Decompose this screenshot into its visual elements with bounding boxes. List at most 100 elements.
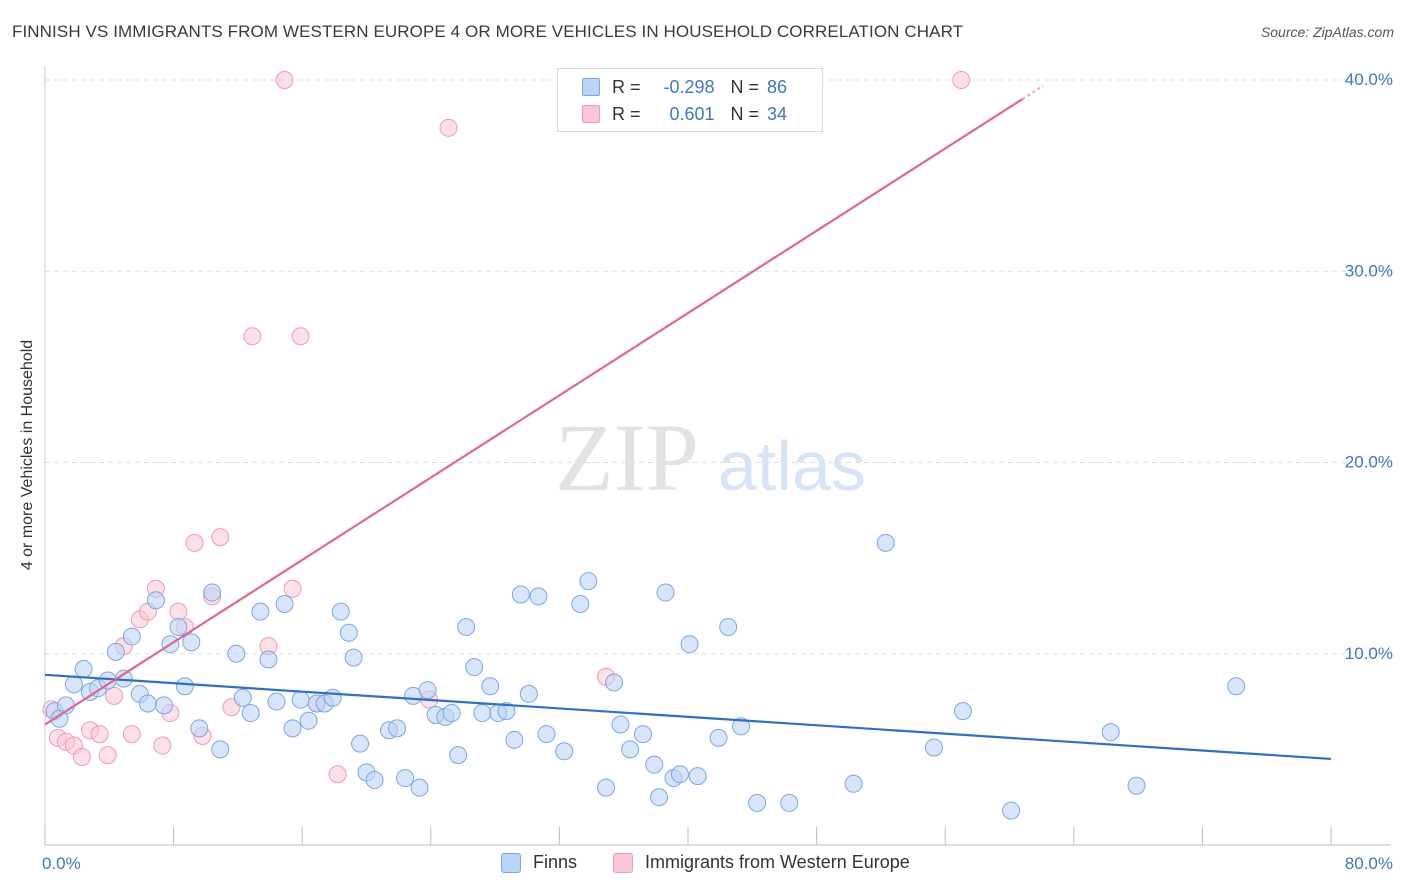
finns-point-57 — [511, 585, 530, 604]
finns-point-60 — [537, 725, 556, 744]
finns-r-value: -0.298 — [663, 76, 715, 97]
finns-n-value: 86 — [767, 76, 788, 97]
finns-point-79 — [748, 793, 767, 812]
finns-point-29 — [291, 690, 310, 709]
finns-point-71 — [656, 583, 675, 602]
finns-point-89 — [50, 709, 69, 728]
watermark: ZIP atlas — [555, 404, 866, 511]
finns-point-27 — [275, 595, 294, 614]
finns-point-13 — [154, 696, 173, 715]
finns-point-66 — [611, 715, 630, 734]
legend-row-finns: R = -0.298 N = 86 — [582, 75, 787, 99]
immigrants-point-4 — [72, 748, 91, 767]
finns-point-63 — [579, 572, 598, 591]
finns-point-52 — [473, 704, 492, 723]
immigrants-point-21 — [211, 528, 230, 547]
immigrants-point-18 — [185, 533, 204, 552]
immigrants-swatch — [582, 105, 600, 123]
series-immigrants-points — [42, 71, 971, 784]
finns-point-24 — [251, 602, 270, 621]
finns-point-61 — [555, 742, 574, 761]
finns-point-87 — [1127, 776, 1146, 795]
finns-point-11 — [138, 694, 157, 713]
trend-lines — [44, 84, 1332, 761]
immigrants-point-10 — [122, 725, 141, 744]
legend-item-immigrants[interactable]: Immigrants from Western Europe — [613, 852, 910, 873]
series-finns-points — [45, 533, 1246, 820]
finns-point-35 — [339, 623, 358, 642]
immigrants-n-value: 34 — [767, 103, 788, 124]
finns-point-65 — [605, 673, 624, 692]
finns-point-3 — [74, 660, 93, 679]
finns-point-53 — [481, 677, 500, 696]
immigrants-point-16 — [169, 602, 188, 621]
finns-point-80 — [780, 793, 799, 812]
finns-point-21 — [227, 644, 246, 663]
finns-point-16 — [175, 677, 194, 696]
finns-point-67 — [621, 740, 640, 759]
finns-point-34 — [331, 602, 350, 621]
finns-point-86 — [1101, 723, 1120, 742]
finns-point-76 — [709, 728, 728, 747]
finns-point-37 — [351, 734, 370, 753]
immigrants-n-label: N = — [730, 103, 760, 124]
immigrants-trend-extension — [1021, 84, 1044, 100]
immigrants-point-23 — [243, 327, 262, 346]
finns-r-label: R = — [612, 76, 641, 97]
finns-point-26 — [267, 692, 286, 711]
finns-point-45 — [418, 681, 437, 700]
immigrants-point-7 — [98, 746, 117, 765]
immigrants-r-label: R = — [612, 103, 641, 124]
finns-point-33 — [323, 688, 342, 707]
immigrants-point-27 — [291, 327, 310, 346]
x-tick-label-max: 80.0% — [1345, 854, 1393, 873]
immigrants-point-25 — [275, 71, 294, 89]
finns-point-23 — [241, 704, 260, 723]
finns-point-74 — [680, 635, 699, 654]
y-tick-labels: 10.0% 20.0% 30.0% 40.0% — [1345, 70, 1393, 663]
finns-point-85 — [1002, 801, 1021, 820]
gridlines — [45, 79, 1391, 655]
finns-point-28 — [283, 719, 302, 738]
finns-point-7 — [106, 642, 125, 661]
finns-point-44 — [410, 778, 429, 797]
y-tick-label-1: 20.0% — [1345, 453, 1393, 472]
finns-point-83 — [924, 738, 943, 757]
finns-point-51 — [465, 658, 484, 677]
y-tick-label-0: 10.0% — [1345, 644, 1393, 663]
series-legend: Finns Immigrants from Western Europe — [0, 852, 1406, 876]
finns-point-68 — [633, 725, 652, 744]
legend-finns-label: Finns — [533, 852, 578, 872]
finns-point-15 — [169, 617, 188, 636]
finns-point-69 — [645, 755, 664, 774]
finns-trend-line — [44, 673, 1332, 761]
watermark-zip: ZIP — [555, 404, 699, 511]
watermark-atlas: atlas — [718, 427, 866, 505]
finns-point-88 — [1227, 677, 1246, 696]
immigrants-trend-line — [44, 98, 1023, 726]
finns-point-20 — [211, 740, 230, 759]
immigrants-point-33 — [952, 71, 971, 89]
x-tick-label-min: 0.0% — [42, 854, 81, 873]
finns-point-81 — [844, 774, 863, 793]
finns-point-19 — [203, 583, 222, 602]
immigrants-point-29 — [328, 765, 347, 784]
immigrants-r-value: 0.601 — [669, 103, 715, 124]
finns-point-39 — [365, 770, 384, 789]
legend-immigrants-label: Immigrants from Western Europe — [645, 852, 910, 872]
legend-immigrants-swatch — [613, 852, 633, 873]
finns-point-9 — [122, 627, 141, 646]
finns-point-59 — [529, 587, 548, 606]
legend-row-immigrants: R = 0.601 N = 34 — [582, 102, 787, 126]
legend-item-finns[interactable]: Finns — [501, 852, 577, 873]
correlation-legend: R = -0.298 N = 86 R = 0.601 N = 34 — [557, 68, 823, 132]
finns-n-label: N = — [730, 76, 760, 97]
immigrants-point-14 — [153, 736, 172, 755]
y-tick-label-3: 40.0% — [1345, 70, 1393, 89]
immigrants-point-26 — [283, 579, 302, 598]
finns-point-30 — [299, 711, 318, 730]
finns-point-49 — [449, 746, 468, 765]
finns-point-36 — [344, 648, 363, 667]
finns-point-48 — [442, 704, 461, 723]
